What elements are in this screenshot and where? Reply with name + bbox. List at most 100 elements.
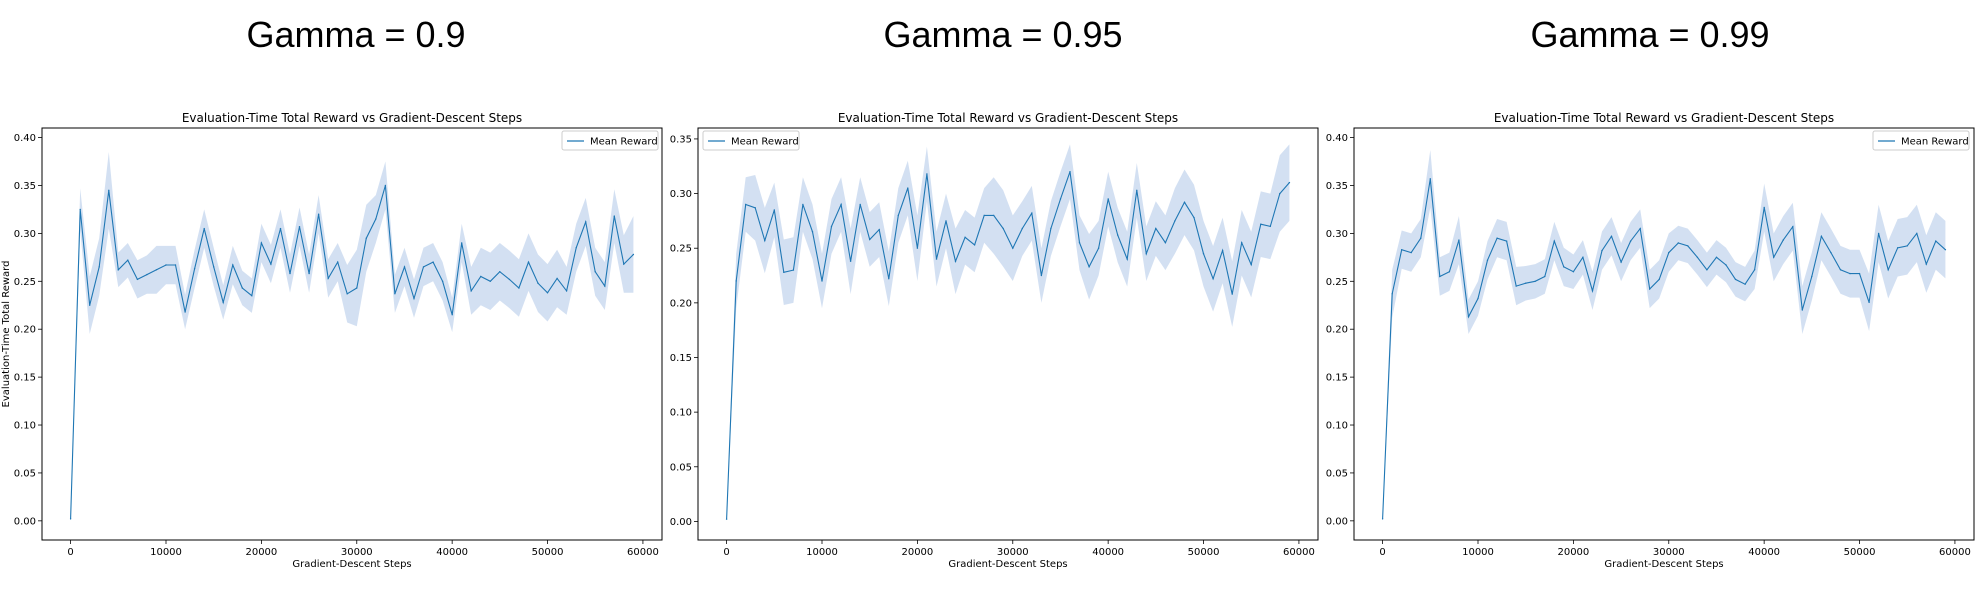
data-point: [1849, 272, 1851, 275]
panel-heading-gamma-0.99: Gamma = 0.99: [1530, 14, 1770, 55]
confidence-band: [726, 144, 1290, 522]
data-point: [869, 238, 871, 241]
legend-box: [1872, 130, 1970, 151]
data-point: [441, 280, 444, 282]
data-point: [1467, 316, 1470, 318]
x-tick-label: 30000: [997, 547, 1029, 558]
data-point: [365, 237, 367, 239]
data-point: [527, 261, 530, 263]
data-point: [1458, 239, 1460, 241]
y-tick-label: 0.05: [14, 468, 36, 479]
x-tick-label: 50000: [532, 547, 564, 558]
data-point: [1534, 280, 1536, 282]
y-tick-label: 0.10: [670, 408, 692, 419]
data-point: [792, 269, 795, 271]
x-tick-label: 50000: [1188, 547, 1220, 558]
data-point: [1031, 212, 1033, 214]
y-tick-label: 0.10: [14, 421, 36, 432]
data-point: [489, 280, 491, 282]
data-point: [1231, 293, 1233, 295]
x-tick-label: 10000: [1462, 547, 1494, 558]
data-point: [1687, 245, 1689, 247]
y-tick-label: 0.30: [1326, 229, 1348, 240]
data-point: [270, 263, 272, 265]
data-point: [926, 173, 928, 175]
legend-label: Mean Reward: [1901, 137, 1969, 148]
data-point: [1088, 266, 1090, 268]
data-point: [1887, 269, 1889, 271]
data-point: [155, 269, 158, 271]
data-point: [1620, 261, 1622, 263]
x-tick-label: 10000: [806, 547, 838, 558]
data-point: [1725, 264, 1727, 266]
data-point: [1040, 274, 1043, 277]
y-tick-label: 0.15: [1326, 373, 1348, 384]
data-point: [451, 314, 453, 316]
data-point: [518, 287, 520, 289]
data-point: [98, 266, 100, 268]
data-point: [1269, 225, 1272, 228]
y-tick-label: 0.05: [670, 462, 692, 473]
data-point: [69, 518, 72, 520]
data-point: [849, 260, 852, 262]
data-point: [1715, 256, 1718, 258]
data-point: [1753, 269, 1756, 271]
data-point: [1221, 249, 1224, 252]
data-point: [537, 282, 539, 284]
data-point: [298, 226, 301, 228]
data-point: [1916, 232, 1918, 235]
y-tick-label: 0.25: [14, 277, 36, 288]
data-point: [1906, 245, 1908, 247]
data-point: [623, 263, 625, 265]
x-tick-label: 10000: [150, 547, 182, 558]
y-tick-label: 0.15: [670, 353, 692, 364]
x-tick-label: 50000: [1844, 547, 1876, 558]
data-point: [745, 203, 747, 206]
data-point: [983, 214, 985, 217]
y-tick-label: 0.20: [1326, 325, 1348, 336]
data-point: [604, 285, 606, 287]
data-point: [461, 242, 463, 244]
data-point: [907, 187, 909, 189]
data-point: [1811, 275, 1813, 278]
data-point: [327, 277, 329, 280]
data-point: [213, 266, 215, 268]
data-point: [346, 293, 348, 295]
data-point: [146, 273, 148, 276]
x-tick-label: 30000: [1653, 547, 1685, 558]
x-tick-label: 20000: [901, 547, 933, 558]
data-point: [954, 260, 957, 262]
data-point: [1183, 201, 1186, 203]
data-point: [1591, 290, 1594, 292]
data-point: [1696, 256, 1699, 258]
data-point: [1773, 256, 1775, 258]
data-point: [1935, 240, 1937, 242]
data-point: [1868, 301, 1870, 304]
data-point: [1202, 253, 1205, 255]
data-point: [1420, 237, 1422, 239]
data-point: [613, 215, 615, 217]
data-point: [1782, 239, 1784, 241]
data-point: [1107, 198, 1109, 200]
data-point: [1858, 272, 1861, 275]
y-tick-label: 0.10: [1326, 421, 1348, 432]
data-point: [136, 278, 139, 281]
data-point: [764, 239, 766, 242]
data-point: [1097, 247, 1100, 249]
data-point: [1496, 237, 1498, 239]
series-line-mean-reward: [1382, 178, 1946, 519]
data-point: [1610, 235, 1613, 237]
data-point: [499, 271, 501, 273]
y-tick-label: 0.00: [670, 517, 692, 528]
data-point: [422, 266, 425, 268]
plot-frame: [1353, 127, 1975, 541]
data-point: [184, 311, 186, 313]
confidence-band: [70, 152, 634, 521]
data-point: [973, 244, 976, 246]
y-tick-label: 0.40: [1326, 133, 1348, 144]
x-axis-label: Gradient-Descent Steps: [1604, 559, 1723, 570]
plot-frame: [697, 127, 1319, 541]
data-point: [241, 287, 243, 289]
chart-2: Evaluation-Time Total Reward vs Gradient…: [670, 111, 1319, 570]
y-tick-label: 0.00: [1326, 516, 1348, 527]
